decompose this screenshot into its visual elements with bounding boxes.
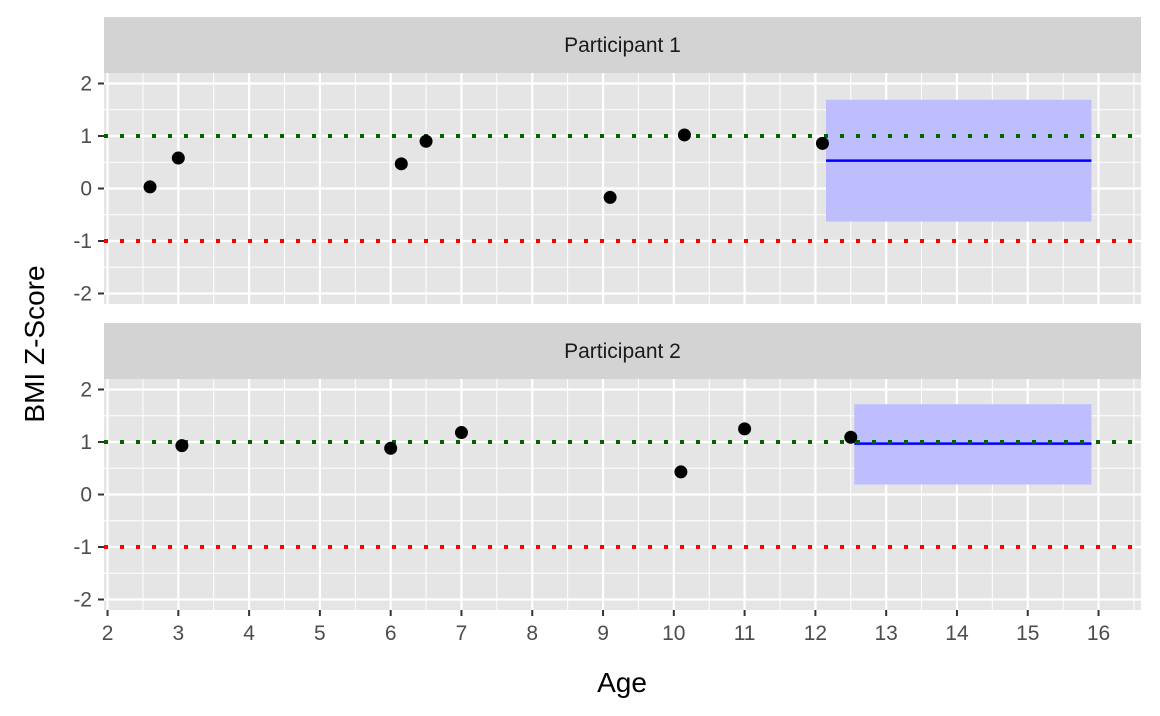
- x-tick-label: 2: [102, 622, 114, 645]
- facet-panel-2: Participant 2 -2 -1 0 1 2: [73, 323, 1141, 612]
- y-tick-label: -1: [73, 230, 92, 253]
- data-point: [143, 180, 157, 194]
- x-tick-label: 14: [945, 622, 969, 645]
- x-axis-title: Age: [597, 667, 647, 698]
- x-tick-label: 15: [1016, 622, 1039, 645]
- y-tick-label: -2: [73, 589, 92, 612]
- data-point: [738, 422, 752, 436]
- y-tick-label: 0: [80, 484, 92, 507]
- data-point: [454, 426, 468, 440]
- facet-panel-1: Participant 1 -2 -1 0 1 2: [73, 17, 1141, 306]
- facet-strip-label: Participant 1: [564, 34, 681, 57]
- x-tick-label: 7: [456, 622, 468, 645]
- facet-strip: [104, 323, 1141, 379]
- y-tick-label: 2: [80, 73, 92, 96]
- y-tick-label: 1: [80, 431, 92, 454]
- y-axis-title: BMI Z-Score: [19, 265, 50, 422]
- data-point: [844, 430, 858, 444]
- data-point: [384, 441, 398, 455]
- x-tick-label: 13: [874, 622, 897, 645]
- data-point: [815, 136, 829, 150]
- x-tick-label: 6: [385, 622, 397, 645]
- data-point: [677, 128, 691, 142]
- x-tick-label: 12: [804, 622, 827, 645]
- x-axis: 2 3 4 5 6 7 8 9 10 11 12 13 14 15 16: [102, 610, 1110, 645]
- x-tick-label: 5: [314, 622, 326, 645]
- x-tick-label: 8: [526, 622, 538, 645]
- y-tick-label: -1: [73, 536, 92, 559]
- y-tick-label: 2: [80, 379, 92, 402]
- x-tick-label: 10: [662, 622, 685, 645]
- data-point: [419, 134, 433, 148]
- data-point: [171, 151, 185, 165]
- x-tick-label: 16: [1087, 622, 1110, 645]
- x-tick-label: 4: [243, 622, 255, 645]
- facet-strip-label: Participant 2: [564, 340, 681, 363]
- y-tick-label: 0: [80, 178, 92, 201]
- y-tick-label: 1: [80, 125, 92, 148]
- facet-strip: [104, 17, 1141, 73]
- data-point: [175, 439, 189, 453]
- data-point: [674, 465, 688, 479]
- x-tick-label: 11: [734, 622, 756, 645]
- x-tick-label: 3: [172, 622, 184, 645]
- y-tick-label: -2: [73, 283, 92, 306]
- data-point: [394, 157, 408, 171]
- x-tick-label: 9: [597, 622, 609, 645]
- data-point: [603, 190, 617, 204]
- facet-panels: Participant 1 -2 -1 0 1 2 Participant 2 -2 -1 0 1 2: [73, 17, 1141, 612]
